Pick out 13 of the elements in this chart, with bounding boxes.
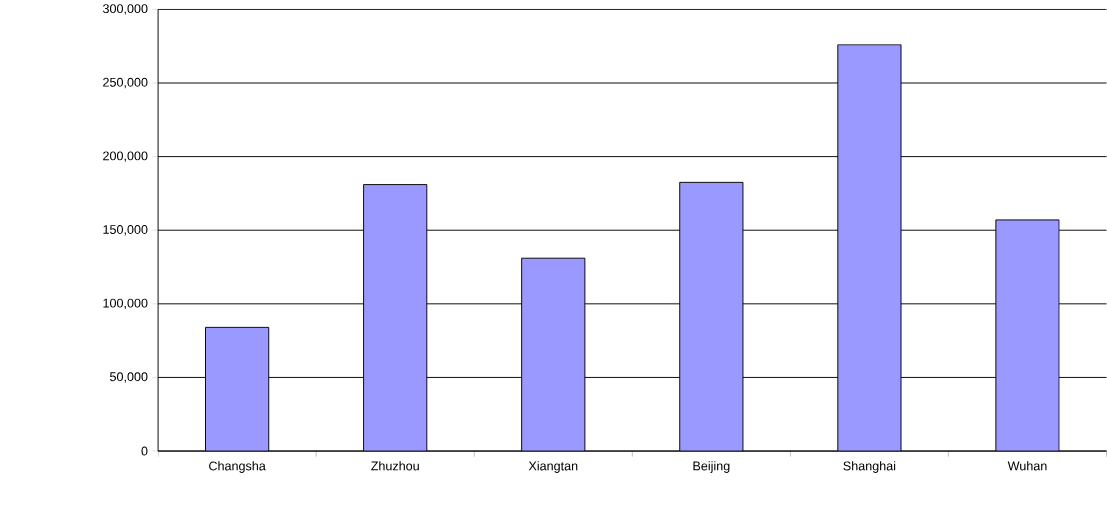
y-tick-label: 0 <box>141 446 148 456</box>
y-tick-label: 200,000 <box>103 151 148 162</box>
x-tick-label: Beijing <box>693 461 730 473</box>
y-tick-label: 100,000 <box>103 298 148 310</box>
y-tick-label: 50,000 <box>110 372 148 383</box>
x-tick-label: Shanghai <box>843 461 896 473</box>
x-tick-label: Xiangtan <box>528 461 578 473</box>
y-tick-label: 300,000 <box>102 4 148 15</box>
y-tick-label: 150,000 <box>103 225 148 236</box>
x-tick-label: Wuhan <box>1007 461 1047 471</box>
y-tick-label: 250,000 <box>103 77 148 89</box>
x-tick-label: Changsha <box>209 461 266 473</box>
x-tick-label: Zhuzhou <box>371 461 419 471</box>
